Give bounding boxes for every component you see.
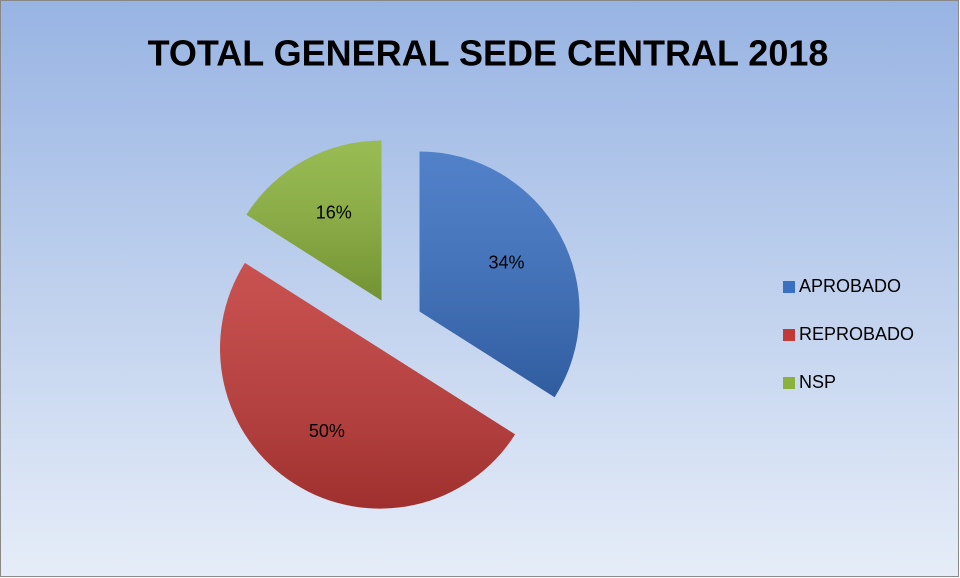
slice-shade <box>419 151 580 398</box>
legend-label: REPROBADO <box>799 324 914 344</box>
legend-swatch <box>783 377 795 389</box>
chart-title: TOTAL GENERAL SEDE CENTRAL 2018 <box>148 33 829 74</box>
legend-swatch <box>783 329 795 341</box>
legend-label: NSP <box>799 372 836 392</box>
slice-shade <box>220 262 516 509</box>
legend-swatch <box>783 281 795 293</box>
data-label: 16% <box>316 202 352 222</box>
legend-label: APROBADO <box>799 276 901 296</box>
slice-shade <box>246 140 382 301</box>
data-label: 50% <box>309 421 345 441</box>
data-label: 34% <box>488 252 524 272</box>
